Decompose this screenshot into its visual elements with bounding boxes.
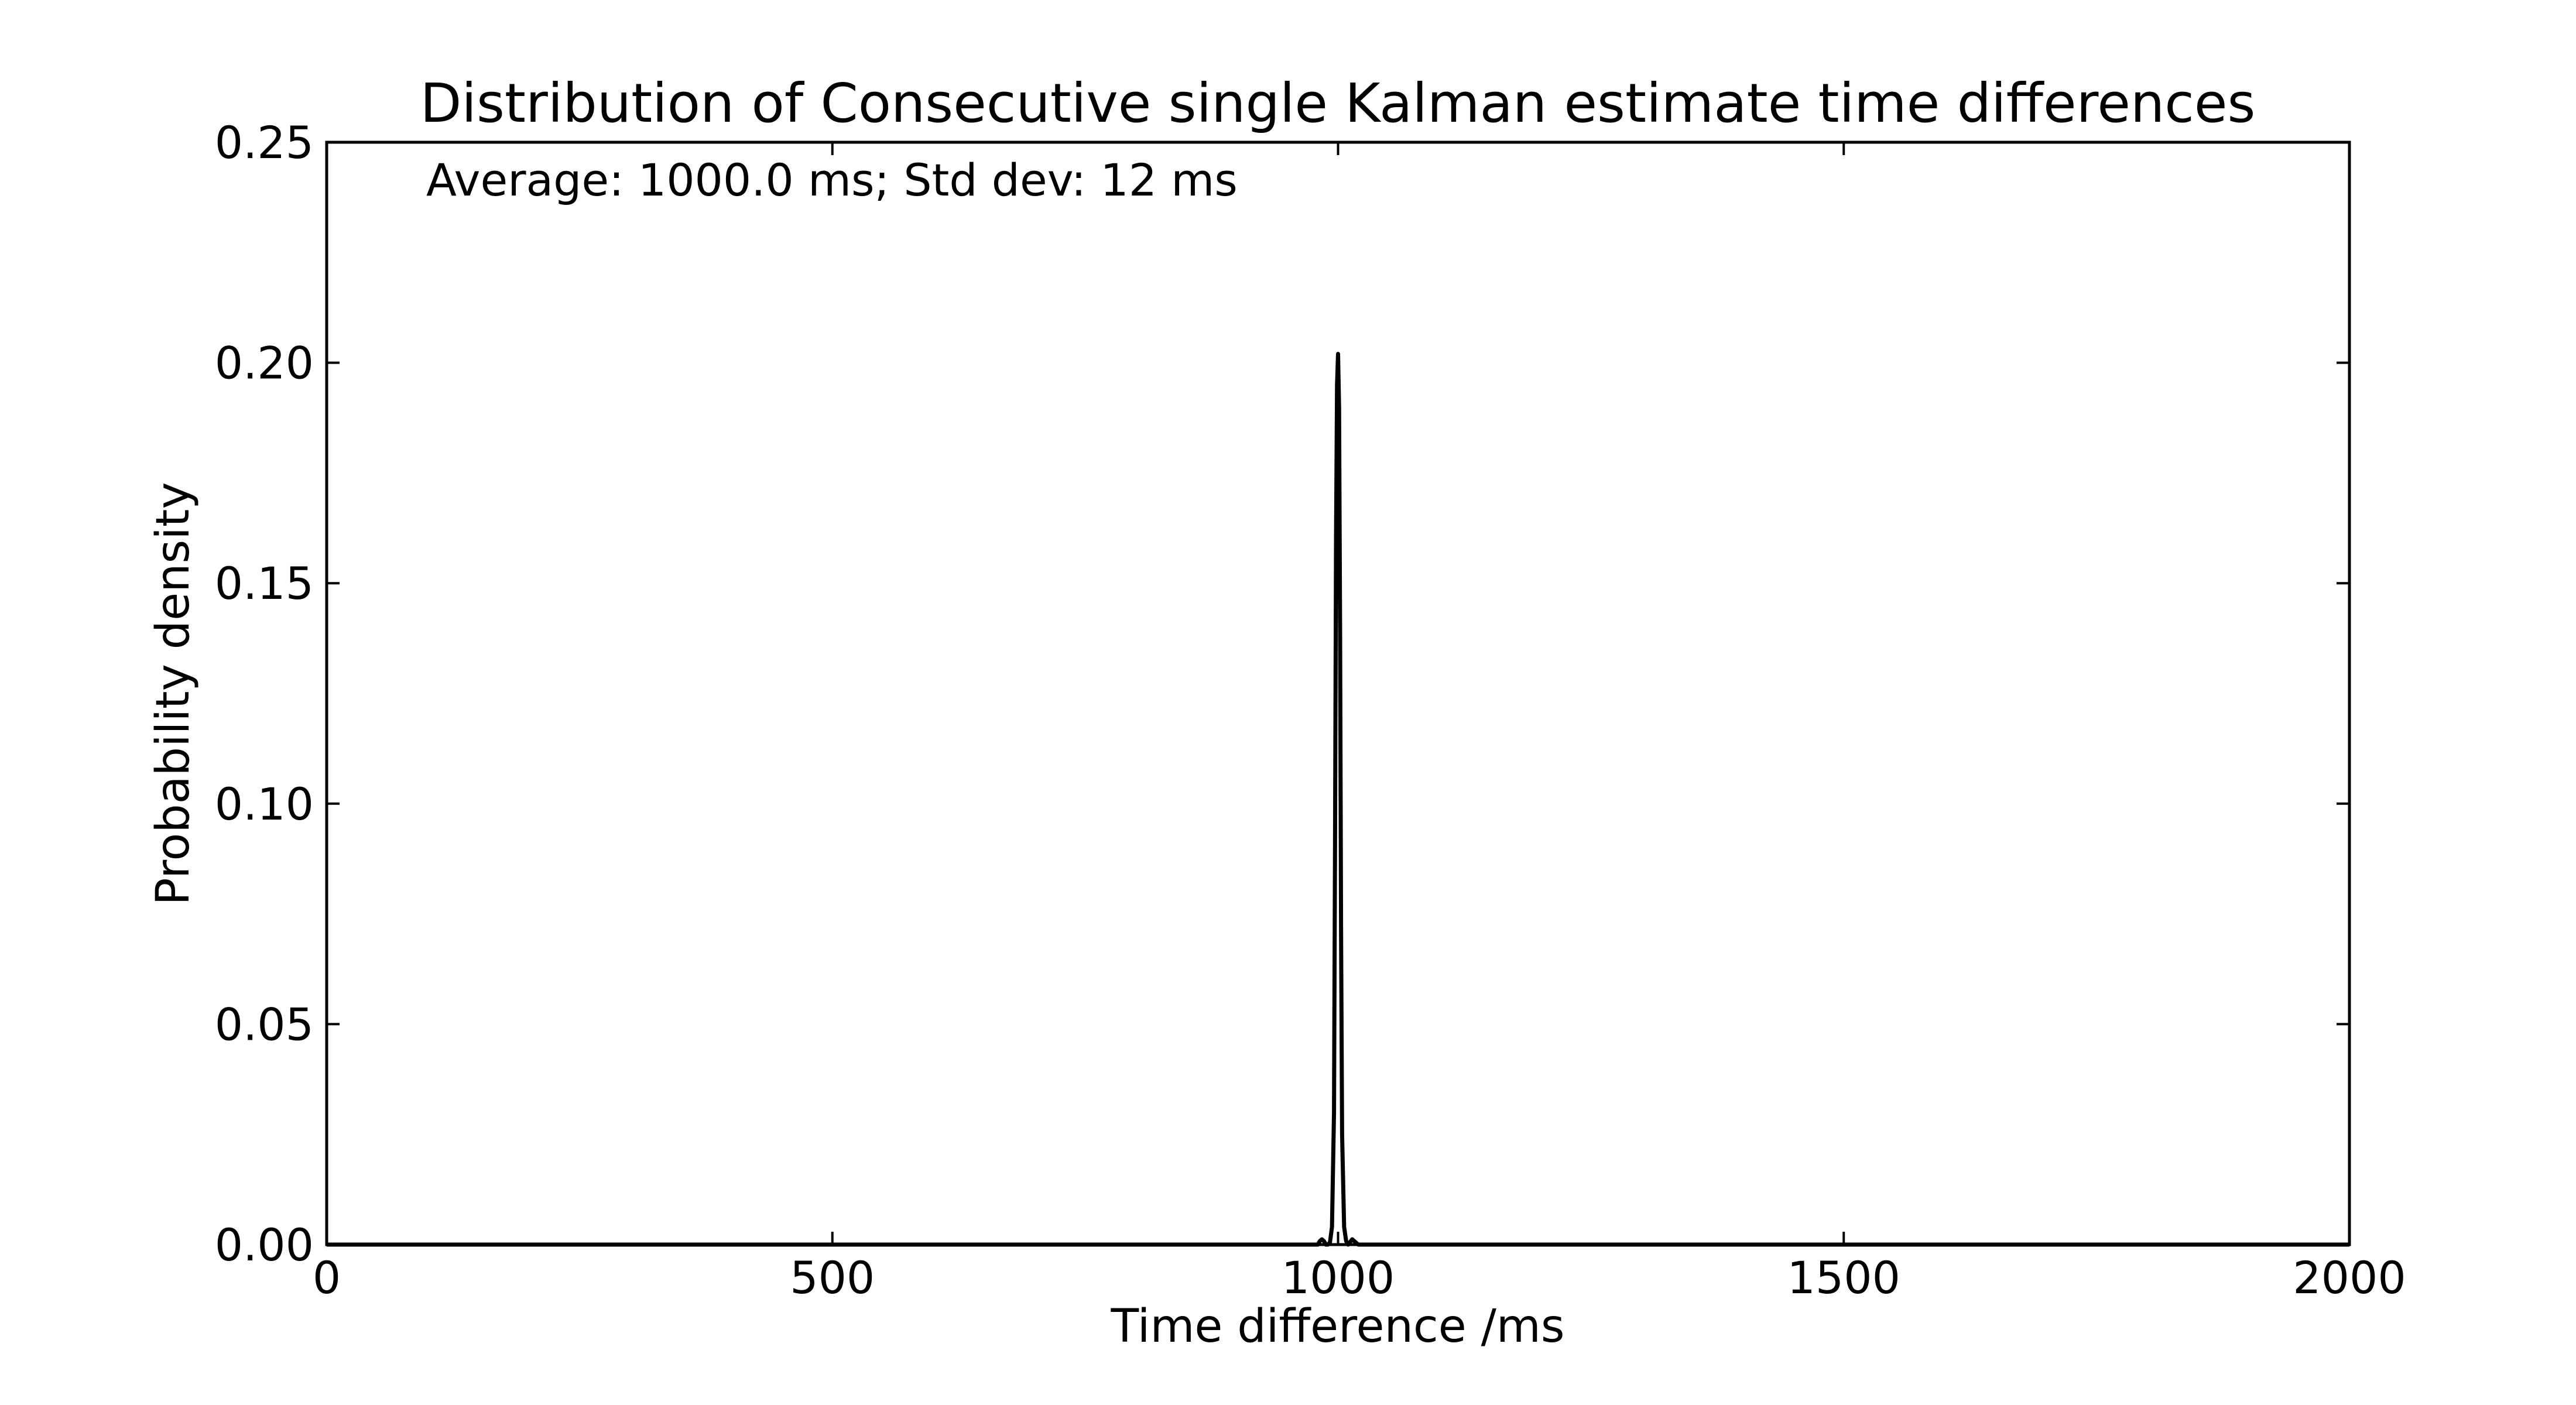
y-axis-label: Probability density [147, 482, 200, 905]
y-tick-label: 0.25 [215, 116, 314, 169]
y-tick-label: 0.20 [215, 337, 314, 389]
stats-annotation: Average: 1000.0 ms; Std dev: 12 ms [426, 154, 1238, 206]
y-tick-label: 0.10 [215, 778, 314, 830]
x-tick-label: 1500 [1787, 1252, 1900, 1304]
x-tick-label: 500 [790, 1252, 875, 1304]
series-line [327, 352, 2349, 1247]
x-ticks: 0 500 1000 1500 2000 [313, 142, 2406, 1304]
x-axis-label: Time difference /ms [1111, 1300, 1565, 1353]
chart-title: Distribution of Consecutive single Kalma… [420, 72, 2256, 135]
y-tick-label: 0.00 [215, 1219, 314, 1271]
series-layer [327, 352, 2349, 1247]
x-tick-label: 2000 [2293, 1252, 2406, 1304]
x-tick-label: 0 [313, 1252, 341, 1304]
y-ticks: 0.00 0.05 0.10 0.15 0.20 0.25 [215, 116, 2349, 1271]
y-tick-label: 0.05 [215, 998, 314, 1050]
x-tick-label: 1000 [1282, 1252, 1395, 1304]
axes-frame [325, 140, 2351, 1246]
plot-area: 0 500 1000 1500 2000 0.00 0.05 0.10 0.15 0.20 0.2… [215, 116, 2406, 1304]
y-tick-label: 0.15 [215, 557, 314, 609]
